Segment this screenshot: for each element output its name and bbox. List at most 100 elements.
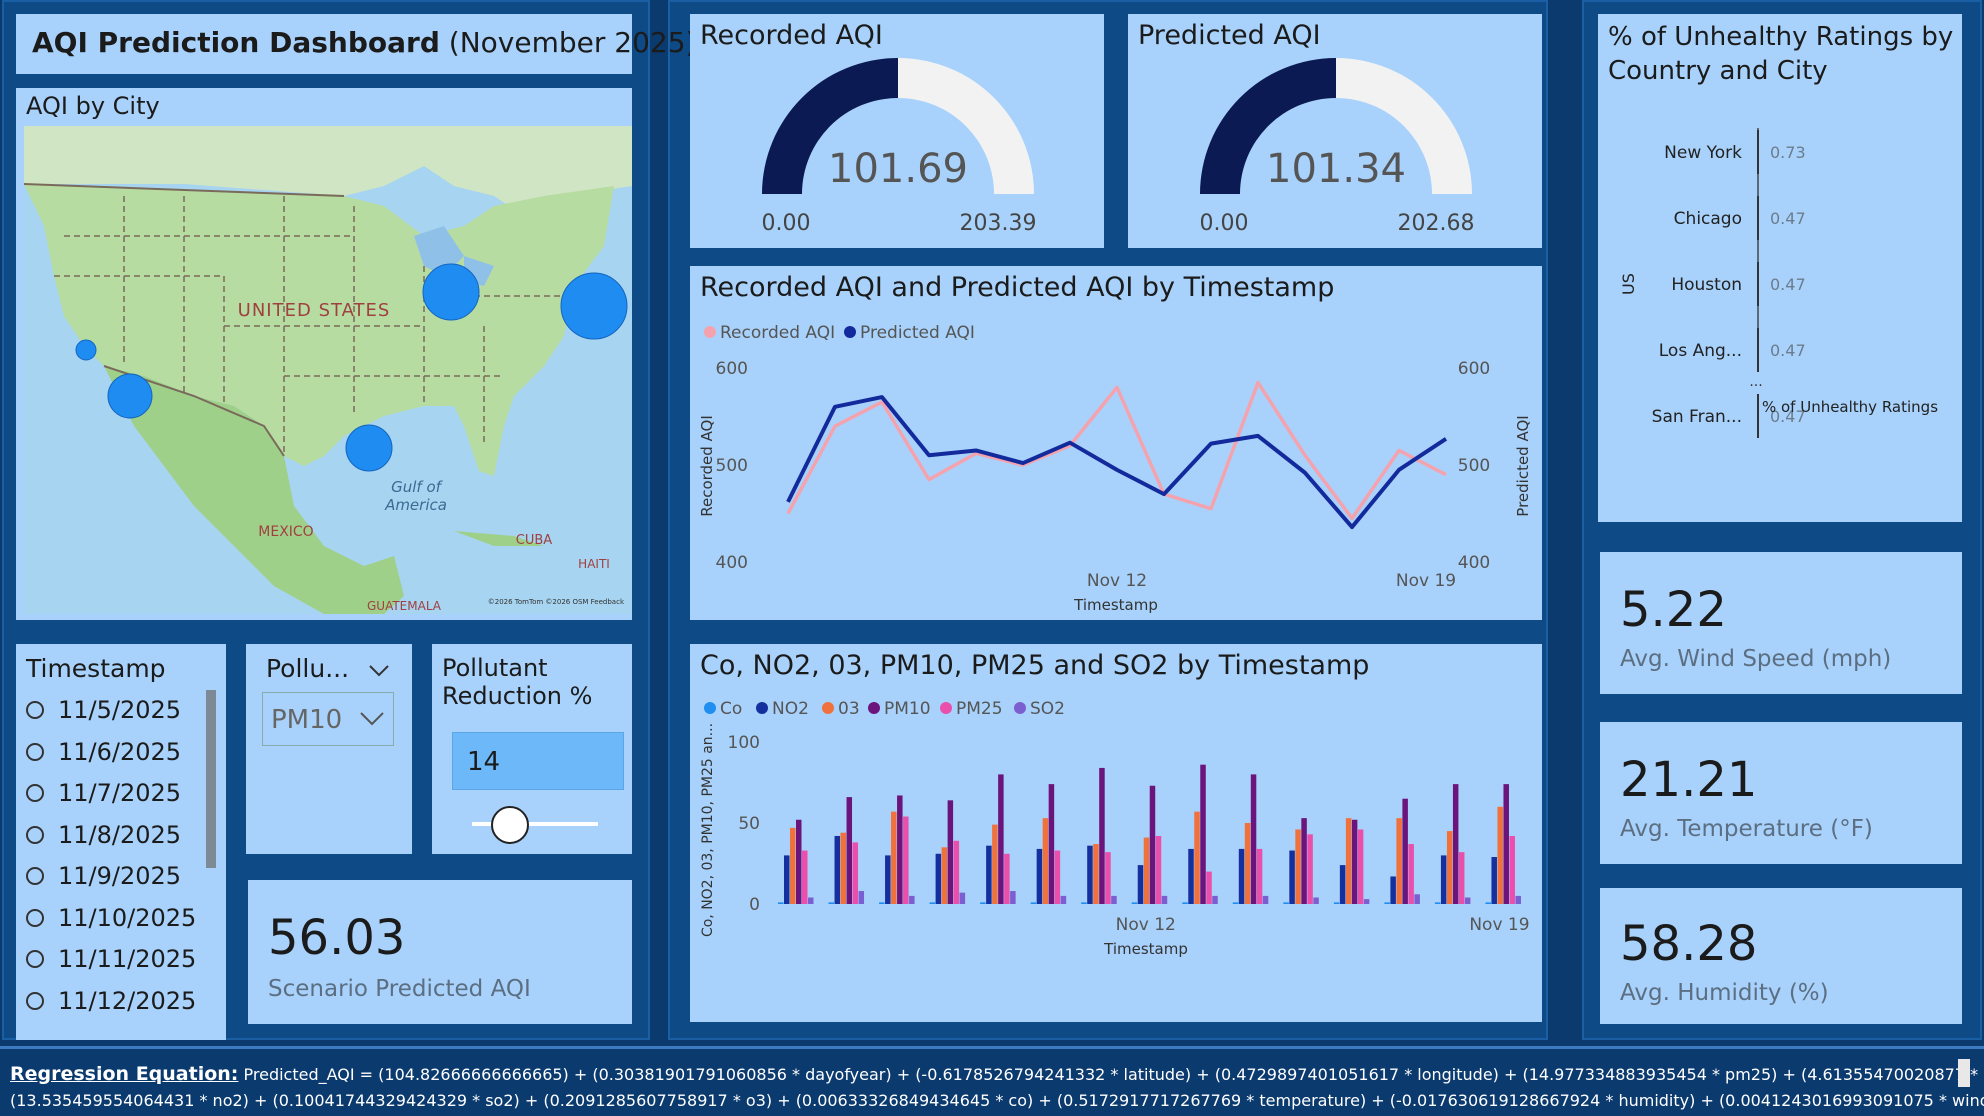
bar-no2[interactable] bbox=[1137, 865, 1144, 904]
bar-pm25[interactable] bbox=[1357, 829, 1364, 904]
legend-label[interactable]: PM10 bbox=[884, 699, 931, 719]
legend-label[interactable]: Co bbox=[720, 699, 742, 719]
recorded-gauge[interactable]: 101.69 0.00 203.39 bbox=[690, 58, 1104, 248]
legend-label[interactable]: PM25 bbox=[956, 699, 1003, 719]
bar-pm25[interactable] bbox=[903, 816, 909, 904]
bar-pm10[interactable] bbox=[1503, 784, 1509, 904]
category-label[interactable]: New York bbox=[1664, 143, 1742, 163]
bar-so2[interactable] bbox=[1313, 897, 1319, 904]
bar-pm10[interactable] bbox=[846, 797, 853, 904]
bar-so2[interactable] bbox=[1010, 891, 1016, 904]
predicted-gauge[interactable]: 101.34 0.00 202.68 bbox=[1128, 58, 1542, 248]
bar-pm10[interactable] bbox=[796, 819, 802, 904]
bar-no2[interactable] bbox=[1491, 857, 1497, 904]
bar-pm10[interactable] bbox=[1351, 819, 1358, 904]
bar-chart[interactable]: Co NO2 03 PM10 PM25 SO2 100 50 0 Co, NO2, 03, PM1… bbox=[690, 692, 1542, 1020]
map-bubble-new-york[interactable] bbox=[560, 272, 628, 340]
bar-co[interactable] bbox=[1283, 902, 1289, 904]
bar-pm10[interactable] bbox=[998, 774, 1004, 904]
bar-so2[interactable] bbox=[808, 897, 814, 904]
timestamp-option[interactable]: 11/7/2025 bbox=[26, 779, 181, 807]
bar-no2[interactable] bbox=[784, 855, 790, 904]
bar-so2[interactable] bbox=[1161, 895, 1168, 904]
bar-03[interactable] bbox=[1396, 818, 1402, 904]
map-bubble-chicago[interactable] bbox=[422, 263, 480, 321]
series-line-predicted[interactable] bbox=[786, 395, 1448, 530]
bar-pm25[interactable] bbox=[1155, 835, 1162, 904]
bar-co[interactable] bbox=[1131, 902, 1138, 904]
bar-no2[interactable] bbox=[885, 855, 891, 904]
bar-pm25[interactable] bbox=[852, 842, 859, 904]
bar-03[interactable] bbox=[1446, 831, 1453, 904]
map-bubble-san-francisco[interactable] bbox=[75, 339, 97, 361]
bar-pm10[interactable] bbox=[1099, 767, 1105, 904]
bar-03[interactable] bbox=[891, 811, 897, 904]
bar-03[interactable] bbox=[1042, 818, 1049, 904]
map-visual[interactable]: UNITED STATES Gulf of America MEXICO CUB… bbox=[24, 126, 632, 614]
bar-co[interactable] bbox=[1333, 902, 1340, 904]
bar-03[interactable] bbox=[1143, 837, 1150, 904]
bar-pm25[interactable] bbox=[1105, 852, 1111, 904]
bar-pm10[interactable] bbox=[1048, 784, 1055, 904]
bar-so2[interactable] bbox=[858, 891, 865, 904]
bar-co[interactable] bbox=[879, 902, 885, 904]
bar-co[interactable] bbox=[1384, 902, 1390, 904]
map-bubble-los-angeles[interactable] bbox=[107, 373, 153, 419]
reduction-input[interactable]: 14 bbox=[452, 732, 624, 790]
bar-no2[interactable] bbox=[1440, 855, 1447, 904]
footer-scrollbar[interactable] bbox=[1958, 1059, 1970, 1087]
legend-label[interactable]: SO2 bbox=[1030, 699, 1065, 719]
timestamp-option[interactable]: 11/9/2025 bbox=[26, 862, 181, 890]
bar-03[interactable] bbox=[992, 824, 998, 904]
bar-so2[interactable] bbox=[959, 892, 966, 904]
legend-label[interactable]: Predicted AQI bbox=[860, 323, 975, 343]
bar-so2[interactable] bbox=[1060, 895, 1067, 904]
bar-no2[interactable] bbox=[1289, 850, 1295, 904]
bar-no2[interactable] bbox=[1188, 848, 1194, 904]
bar-co[interactable] bbox=[1030, 902, 1037, 904]
bar-so2[interactable] bbox=[1464, 897, 1471, 904]
legend-label[interactable]: 03 bbox=[838, 699, 860, 719]
bar-no2[interactable] bbox=[1036, 848, 1043, 904]
timestamp-option[interactable]: 11/8/2025 bbox=[26, 821, 181, 849]
more-indicator[interactable]: ... bbox=[1749, 374, 1762, 390]
bar-no2[interactable] bbox=[1087, 845, 1093, 904]
bar-co[interactable] bbox=[980, 902, 986, 904]
line-chart[interactable]: Recorded AQI Predicted AQI 600 600 500 500 400… bbox=[690, 316, 1542, 616]
bar-pm25[interactable] bbox=[1509, 835, 1515, 904]
bar-03[interactable] bbox=[790, 827, 796, 904]
bar-so2[interactable] bbox=[1262, 895, 1269, 904]
reduction-slider-track[interactable] bbox=[472, 822, 598, 826]
bar-co[interactable] bbox=[1485, 902, 1491, 904]
bar-pm10[interactable] bbox=[1301, 818, 1307, 904]
bar-no2[interactable] bbox=[1339, 865, 1346, 904]
category-label[interactable]: Houston bbox=[1671, 275, 1742, 295]
bar-03[interactable] bbox=[1345, 818, 1352, 904]
bar-no2[interactable] bbox=[1238, 848, 1245, 904]
bar-co[interactable] bbox=[1232, 902, 1239, 904]
bar-co[interactable] bbox=[1081, 902, 1087, 904]
map-attribution[interactable]: ©2026 TomTom ©2026 OSM Feedback bbox=[488, 598, 625, 606]
bar-03[interactable] bbox=[1497, 806, 1503, 904]
bar-co[interactable] bbox=[1182, 902, 1188, 904]
bar-pm10[interactable] bbox=[1452, 784, 1459, 904]
bar-pm10[interactable] bbox=[1402, 798, 1408, 904]
bar-03[interactable] bbox=[840, 832, 847, 904]
bar-so2[interactable] bbox=[1414, 894, 1420, 904]
category-label[interactable]: Los Ang... bbox=[1659, 341, 1742, 361]
bar-03[interactable] bbox=[1093, 844, 1099, 904]
bar-03[interactable] bbox=[1244, 823, 1251, 904]
bar-so2[interactable] bbox=[1363, 899, 1370, 904]
bar-co[interactable] bbox=[929, 902, 936, 904]
bar-co[interactable] bbox=[1434, 902, 1441, 904]
bar-so2[interactable] bbox=[1111, 895, 1117, 904]
bar-so2[interactable] bbox=[1515, 895, 1521, 904]
pollutant-dropdown[interactable]: PM10 bbox=[262, 692, 394, 746]
bar-03[interactable] bbox=[1295, 829, 1301, 904]
chevron-down-icon[interactable] bbox=[368, 664, 390, 678]
bar-so2[interactable] bbox=[909, 895, 915, 904]
timestamp-option[interactable]: 11/6/2025 bbox=[26, 738, 181, 766]
bar-pm25[interactable] bbox=[1256, 848, 1263, 904]
bar-pm25[interactable] bbox=[1307, 834, 1313, 904]
timestamp-option[interactable]: 11/5/2025 bbox=[26, 696, 181, 724]
